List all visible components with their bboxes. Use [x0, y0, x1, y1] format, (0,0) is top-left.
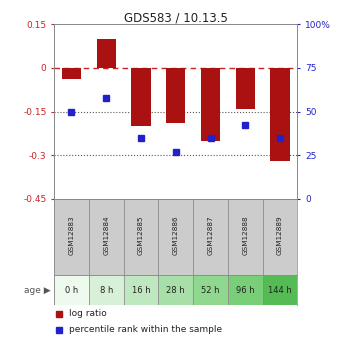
Text: GSM12888: GSM12888 — [242, 216, 248, 255]
Text: GSM12884: GSM12884 — [103, 216, 109, 255]
Bar — [97, 39, 116, 68]
Text: 52 h: 52 h — [201, 286, 220, 295]
Bar — [270, 68, 290, 161]
Bar — [166, 68, 185, 123]
Bar — [236, 68, 255, 109]
Text: log ratio: log ratio — [69, 309, 106, 318]
Bar — [193, 275, 228, 305]
Bar — [124, 275, 159, 305]
Bar — [62, 68, 81, 79]
Bar — [89, 275, 124, 305]
Text: 144 h: 144 h — [268, 286, 292, 295]
Bar — [159, 275, 193, 305]
Text: GSM12885: GSM12885 — [138, 216, 144, 255]
Bar — [131, 68, 150, 126]
Bar — [89, 199, 124, 275]
Bar — [263, 275, 297, 305]
Text: GSM12883: GSM12883 — [69, 216, 74, 255]
Title: GDS583 / 10.13.5: GDS583 / 10.13.5 — [124, 11, 228, 24]
Text: 0 h: 0 h — [65, 286, 78, 295]
Bar — [228, 275, 263, 305]
Text: age ▶: age ▶ — [24, 286, 51, 295]
Text: GSM12889: GSM12889 — [277, 216, 283, 255]
Bar — [193, 199, 228, 275]
Text: 16 h: 16 h — [132, 286, 150, 295]
Bar — [54, 199, 89, 275]
Text: 28 h: 28 h — [166, 286, 185, 295]
Bar — [159, 199, 193, 275]
Text: 96 h: 96 h — [236, 286, 255, 295]
Bar — [263, 199, 297, 275]
Bar — [201, 68, 220, 141]
Bar — [54, 275, 89, 305]
Bar — [124, 199, 159, 275]
Bar — [228, 199, 263, 275]
Text: percentile rank within the sample: percentile rank within the sample — [69, 325, 222, 334]
Text: GSM12887: GSM12887 — [208, 216, 214, 255]
Text: GSM12886: GSM12886 — [173, 216, 179, 255]
Text: 8 h: 8 h — [100, 286, 113, 295]
